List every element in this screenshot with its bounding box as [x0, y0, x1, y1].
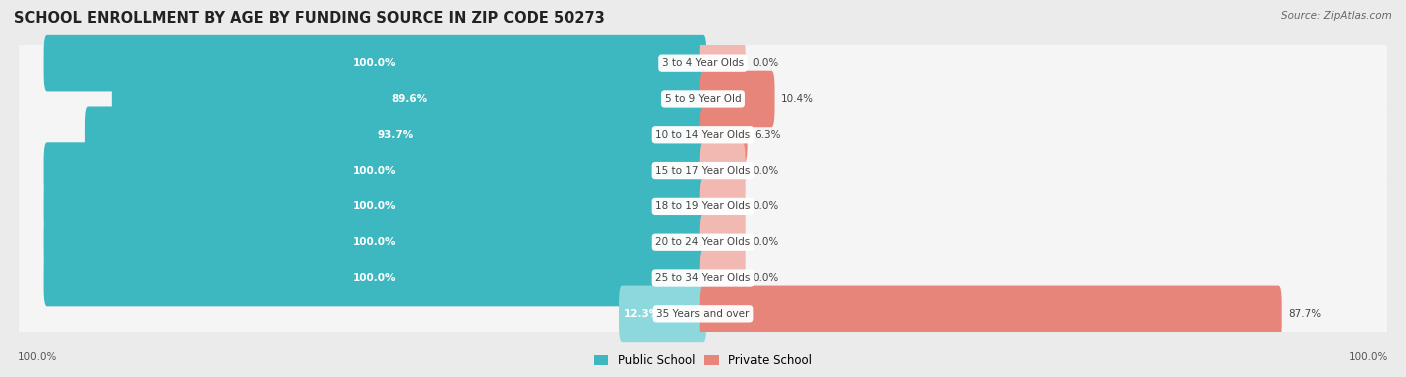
Text: 0.0%: 0.0%: [752, 166, 779, 176]
FancyBboxPatch shape: [44, 142, 706, 199]
FancyBboxPatch shape: [18, 20, 1388, 106]
FancyBboxPatch shape: [44, 178, 706, 235]
FancyBboxPatch shape: [700, 70, 775, 127]
FancyBboxPatch shape: [18, 271, 1388, 357]
Text: 20 to 24 Year Olds: 20 to 24 Year Olds: [655, 237, 751, 247]
FancyBboxPatch shape: [700, 285, 1282, 342]
FancyBboxPatch shape: [700, 250, 745, 307]
Legend: Public School, Private School: Public School, Private School: [589, 349, 817, 372]
Text: 10.4%: 10.4%: [782, 94, 814, 104]
FancyBboxPatch shape: [18, 235, 1388, 321]
FancyBboxPatch shape: [112, 70, 706, 127]
FancyBboxPatch shape: [18, 271, 1388, 357]
Text: 25 to 34 Year Olds: 25 to 34 Year Olds: [655, 273, 751, 283]
FancyBboxPatch shape: [700, 178, 745, 235]
FancyBboxPatch shape: [44, 250, 706, 307]
FancyBboxPatch shape: [619, 285, 706, 342]
FancyBboxPatch shape: [18, 164, 1388, 249]
FancyBboxPatch shape: [18, 199, 1388, 285]
Text: 0.0%: 0.0%: [752, 273, 779, 283]
Text: 0.0%: 0.0%: [752, 201, 779, 211]
Text: 12.3%: 12.3%: [624, 309, 659, 319]
Text: Source: ZipAtlas.com: Source: ZipAtlas.com: [1281, 11, 1392, 21]
FancyBboxPatch shape: [700, 214, 745, 271]
FancyBboxPatch shape: [44, 35, 706, 92]
Text: 100.0%: 100.0%: [18, 352, 58, 362]
Text: 100.0%: 100.0%: [353, 237, 396, 247]
Text: 5 to 9 Year Old: 5 to 9 Year Old: [665, 94, 741, 104]
FancyBboxPatch shape: [700, 35, 745, 92]
FancyBboxPatch shape: [700, 142, 745, 199]
FancyBboxPatch shape: [18, 56, 1388, 142]
FancyBboxPatch shape: [44, 214, 706, 271]
Text: SCHOOL ENROLLMENT BY AGE BY FUNDING SOURCE IN ZIP CODE 50273: SCHOOL ENROLLMENT BY AGE BY FUNDING SOUR…: [14, 11, 605, 26]
Text: 100.0%: 100.0%: [353, 273, 396, 283]
FancyBboxPatch shape: [18, 199, 1388, 285]
FancyBboxPatch shape: [700, 106, 748, 163]
FancyBboxPatch shape: [84, 106, 706, 163]
FancyBboxPatch shape: [18, 20, 1388, 106]
Text: 100.0%: 100.0%: [1348, 352, 1388, 362]
FancyBboxPatch shape: [18, 127, 1388, 214]
Text: 15 to 17 Year Olds: 15 to 17 Year Olds: [655, 166, 751, 176]
Text: 100.0%: 100.0%: [353, 166, 396, 176]
FancyBboxPatch shape: [18, 163, 1388, 250]
Text: 10 to 14 Year Olds: 10 to 14 Year Olds: [655, 130, 751, 140]
Text: 35 Years and over: 35 Years and over: [657, 309, 749, 319]
Text: 93.7%: 93.7%: [377, 130, 413, 140]
Text: 0.0%: 0.0%: [752, 58, 779, 68]
Text: 3 to 4 Year Olds: 3 to 4 Year Olds: [662, 58, 744, 68]
Text: 0.0%: 0.0%: [752, 237, 779, 247]
Text: 87.7%: 87.7%: [1288, 309, 1322, 319]
Text: 100.0%: 100.0%: [353, 201, 396, 211]
FancyBboxPatch shape: [18, 56, 1388, 142]
FancyBboxPatch shape: [18, 128, 1388, 213]
FancyBboxPatch shape: [18, 92, 1388, 178]
Text: 18 to 19 Year Olds: 18 to 19 Year Olds: [655, 201, 751, 211]
FancyBboxPatch shape: [18, 235, 1388, 321]
Text: 6.3%: 6.3%: [754, 130, 780, 140]
FancyBboxPatch shape: [18, 92, 1388, 178]
Text: 100.0%: 100.0%: [353, 58, 396, 68]
Text: 89.6%: 89.6%: [391, 94, 427, 104]
